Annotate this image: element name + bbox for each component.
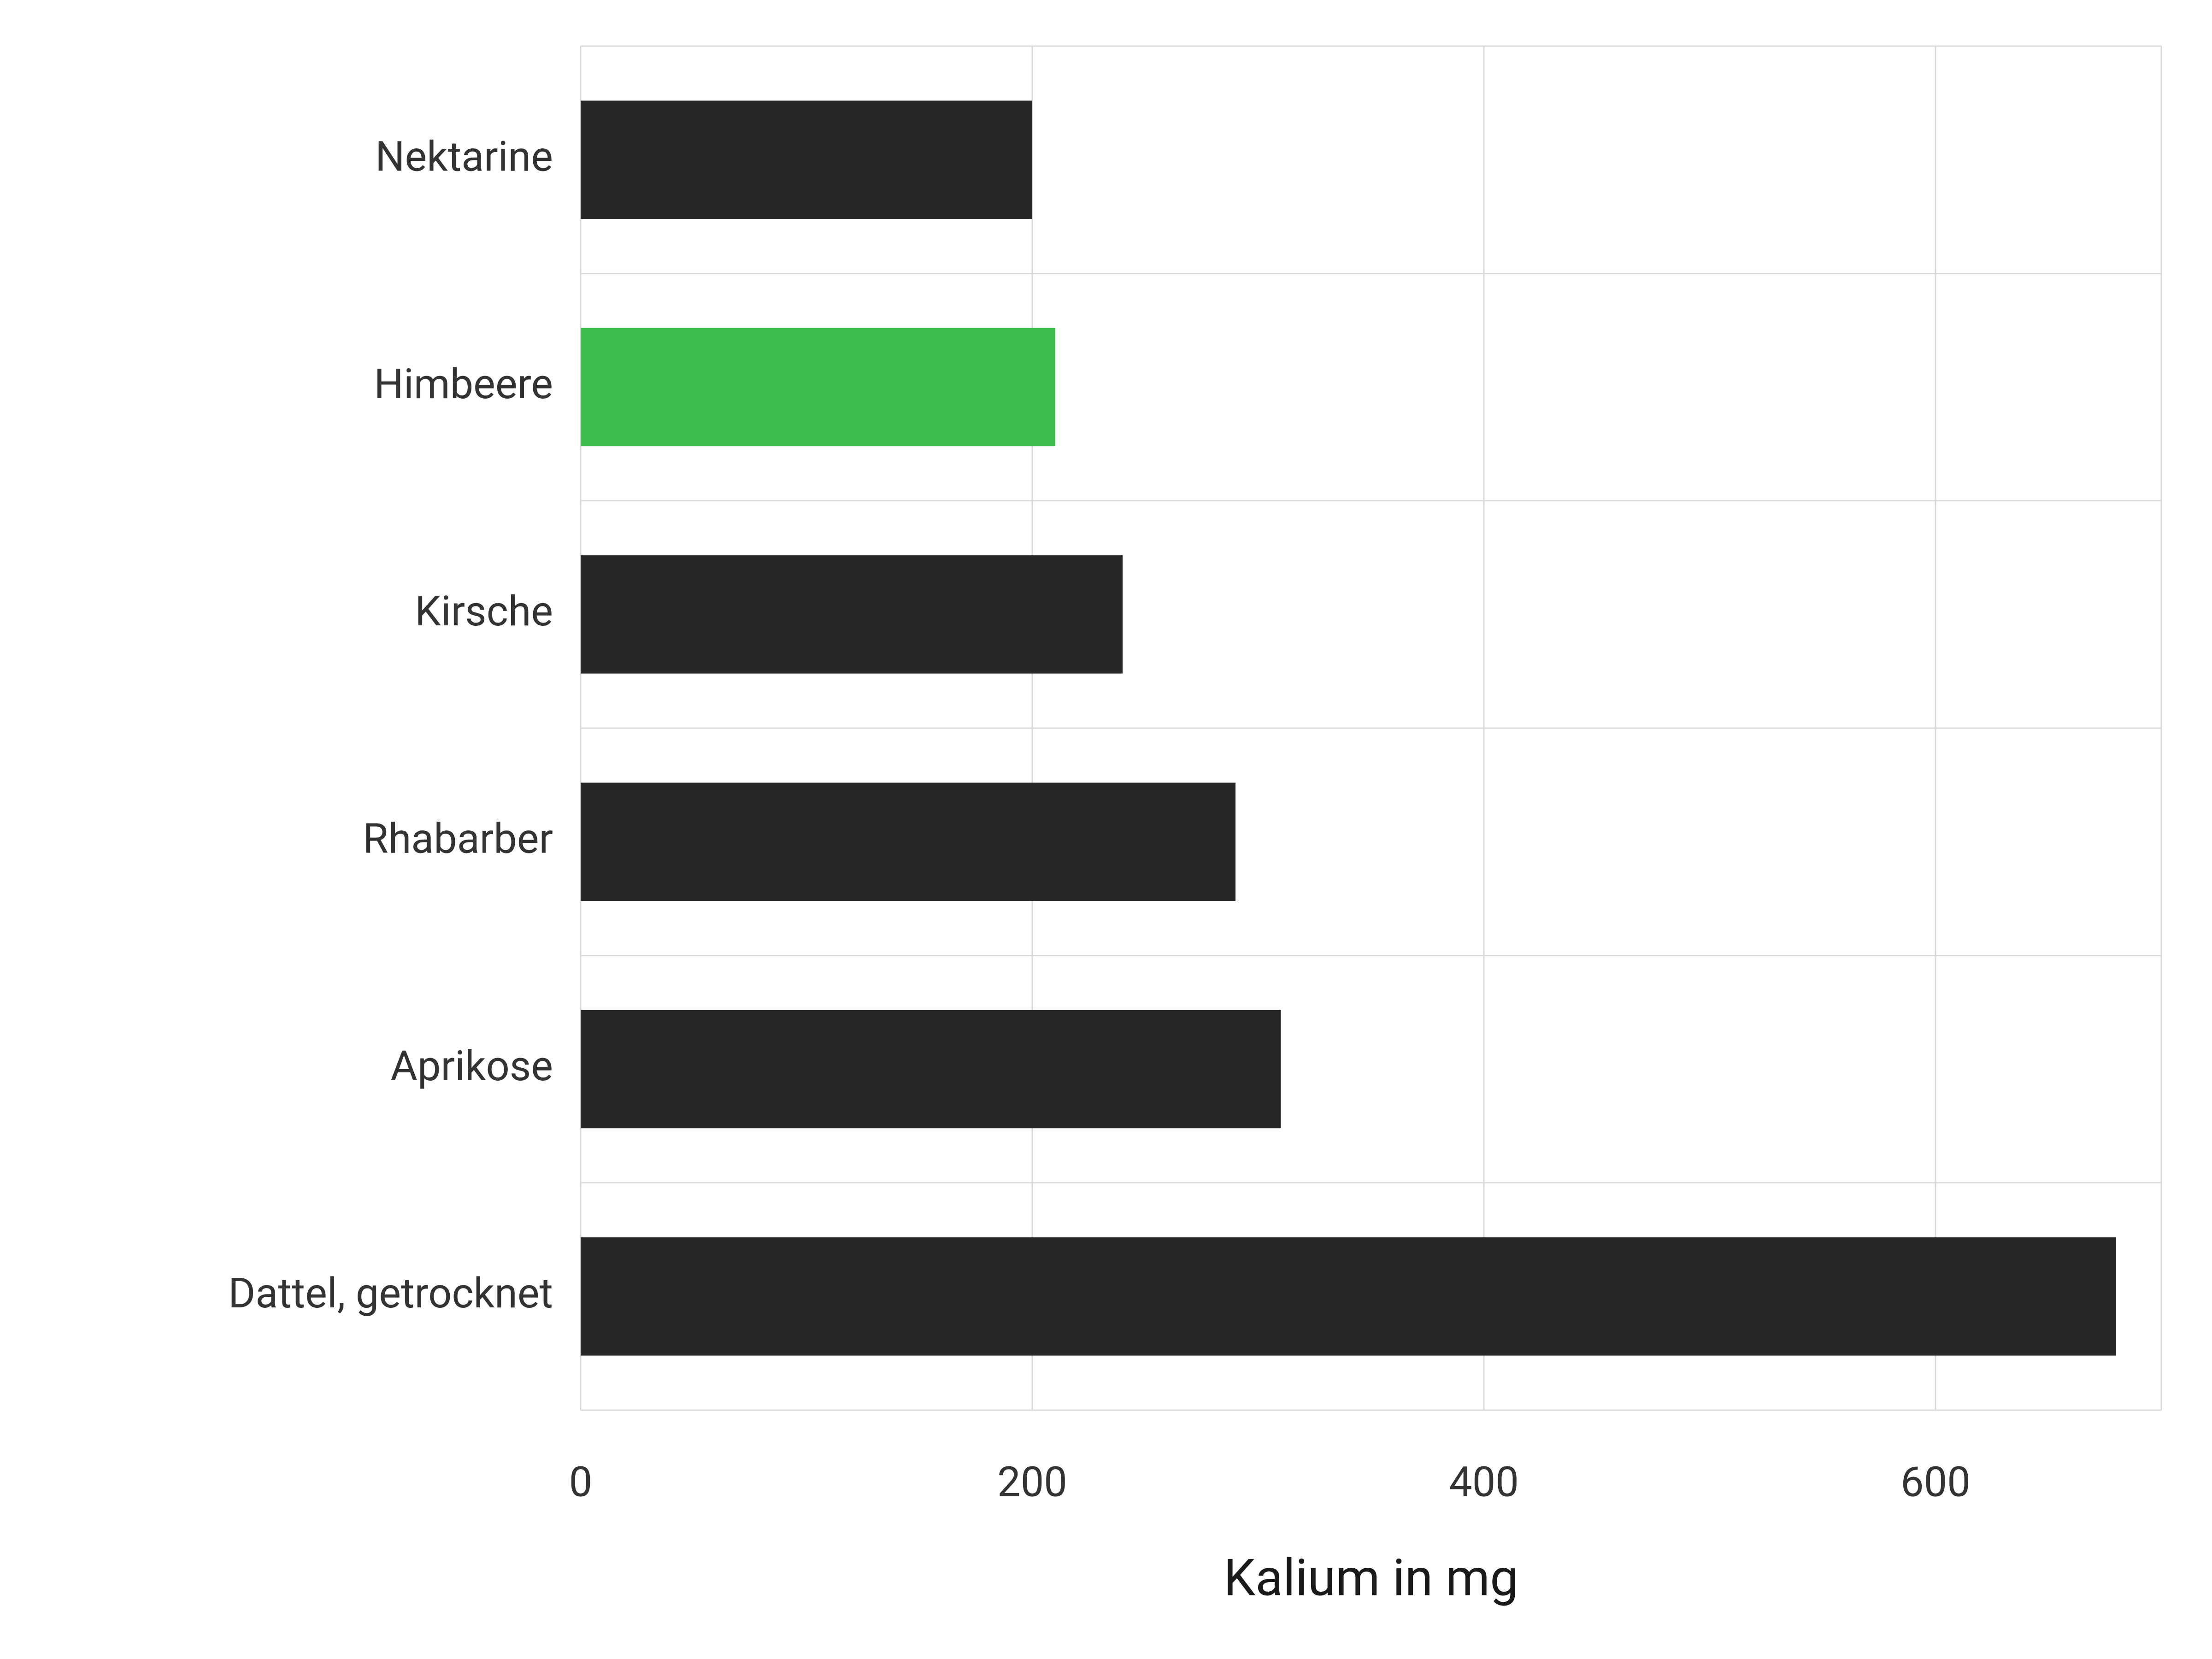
potassium-bar-chart: Nektarine Himbeere Kirsche Rhabarber Aprikos… — [0, 0, 2212, 1659]
x-tick-label: 400 — [1449, 1458, 1519, 1506]
y-tick-label: Rhabarber — [363, 814, 553, 863]
y-tick-label: Nektarine — [375, 132, 553, 181]
y-tick-label: Himbeere — [374, 360, 553, 408]
bar — [581, 782, 1235, 901]
bar — [581, 1010, 1281, 1129]
chart-svg: Nektarine Himbeere Kirsche Rhabarber Aprikos… — [0, 0, 2212, 1659]
bar — [581, 328, 1055, 447]
x-tick-label: 600 — [1900, 1458, 1971, 1506]
x-tick-label: 0 — [569, 1458, 593, 1506]
bar — [581, 1237, 2116, 1356]
x-axis-title: Kalium in mg — [1224, 1548, 1518, 1608]
y-tick-label: Dattel, getrocknet — [228, 1269, 553, 1318]
y-tick-label: Kirsche — [415, 587, 553, 635]
x-tick-label: 200 — [997, 1458, 1067, 1506]
bar — [581, 555, 1123, 674]
bar — [581, 100, 1032, 219]
y-tick-label: Aprikose — [390, 1042, 553, 1090]
